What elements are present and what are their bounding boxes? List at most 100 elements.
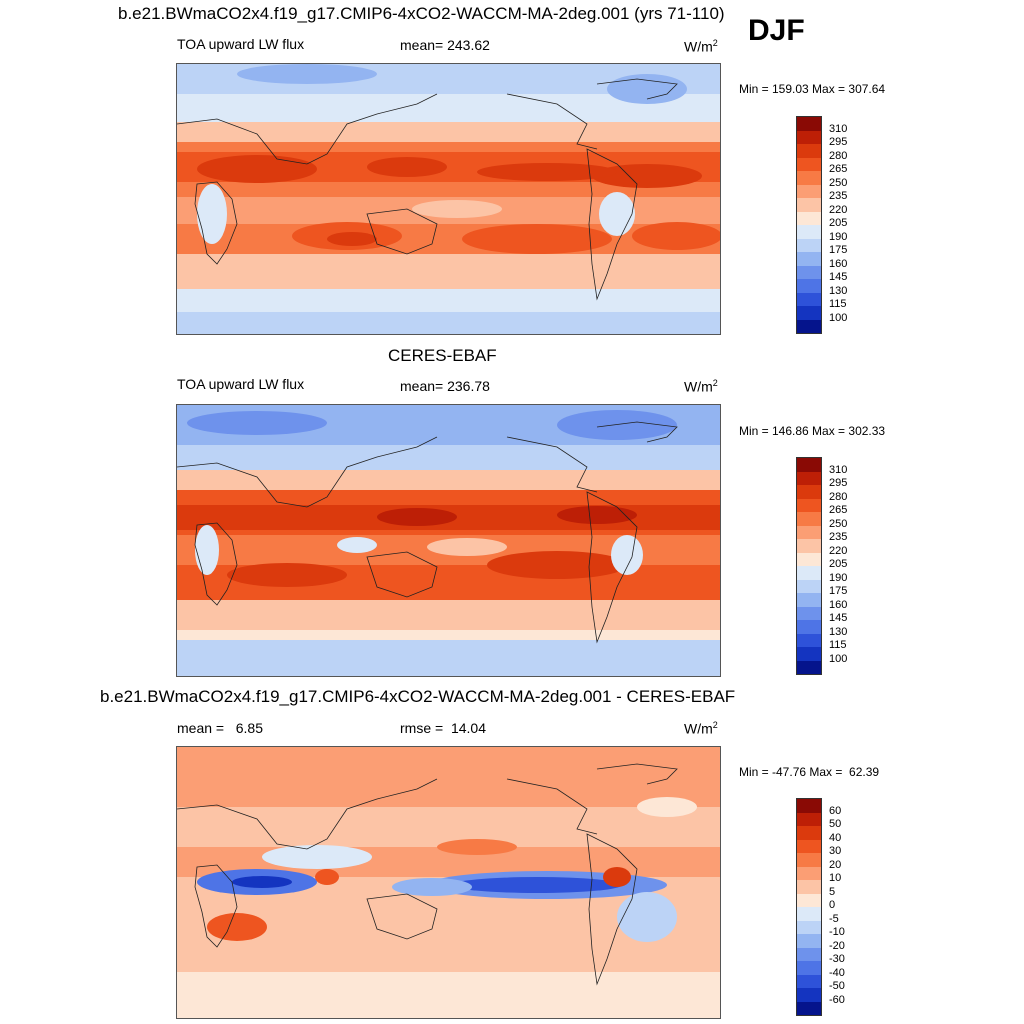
panel1-units: W/m2: [684, 38, 718, 55]
panel1-map: [176, 63, 721, 335]
colorbar-cell: [797, 920, 821, 934]
colorbar-cell: [797, 1001, 821, 1015]
colorbar-cell: [797, 839, 821, 853]
colorbar-tick-label: 205: [829, 558, 848, 570]
colorbar-tick-label: 115: [829, 639, 847, 651]
colorbar-cell: [797, 130, 821, 144]
colorbar-cell: [797, 620, 821, 634]
colorbar-cell: [797, 539, 821, 553]
colorbar-tick-label: 190: [829, 571, 848, 584]
colorbar-tick-label: 10: [829, 872, 842, 884]
panel3-minmax: Min = -47.76 Max = 62.39: [739, 765, 880, 779]
colorbar-tick-label: 265: [829, 163, 848, 175]
colorbar-cell: [797, 812, 821, 826]
colorbar-cell: [797, 306, 821, 320]
colorbar-cell: [797, 171, 821, 185]
colorbar-tick-label: 0: [829, 899, 836, 911]
colorbar-tick-label: 295: [829, 136, 848, 148]
colorbar-tick-label: 20: [829, 858, 842, 871]
panel3-title: b.e21.BWmaCO2x4.f19_g17.CMIP6-4xCO2-WACC…: [100, 687, 736, 706]
colorbar-cell: [797, 319, 821, 333]
colorbar-tick-label: 100: [829, 311, 848, 324]
panel2-map: [176, 404, 721, 677]
colorbar-tick-label: -20: [829, 939, 845, 952]
colorbar-cell: [797, 238, 821, 252]
colorbar-tick-label: 100: [829, 652, 848, 665]
colorbar-cell: [797, 552, 821, 566]
colorbar-cell: [797, 292, 821, 306]
colorbar-cell: [797, 471, 821, 485]
colorbar-tick-label: 130: [829, 284, 848, 297]
colorbar-cell: [797, 252, 821, 266]
panel3-rmse: rmse = 14.04: [400, 720, 486, 736]
panel3-units: W/m2: [684, 720, 718, 737]
colorbar-cell: [797, 512, 821, 526]
panel1-field-label: TOA upward LW flux: [177, 36, 305, 52]
colorbar-cell: [797, 988, 821, 1002]
colorbar-tick-label: 50: [829, 818, 842, 830]
colorbar-tick-label: 130: [829, 625, 848, 638]
panel3-map: [176, 746, 721, 1019]
colorbar-tick-label: -60: [829, 993, 845, 1006]
colorbar-tick-label: 145: [829, 271, 848, 283]
colorbar-tick-label: 160: [829, 257, 848, 270]
colorbar-tick-label: 250: [829, 517, 848, 530]
colorbar-tick-label: -30: [829, 953, 845, 965]
colorbar-tick-label: 205: [829, 217, 848, 229]
colorbar-cell: [797, 647, 821, 661]
colorbar-tick-label: 60: [829, 804, 842, 817]
panel1-minmax: Min = 159.03 Max = 307.64: [739, 82, 886, 96]
colorbar-cell: [797, 974, 821, 988]
colorbar-cell: [797, 893, 821, 907]
colorbar-cell: [797, 566, 821, 580]
panel1-colorbar: [796, 116, 822, 334]
colorbar-tick-label: 310: [829, 463, 848, 476]
colorbar-cell: [797, 144, 821, 158]
colorbar-cell: [797, 660, 821, 674]
colorbar-tick-label: 265: [829, 504, 848, 516]
colorbar-cell: [797, 961, 821, 975]
colorbar-cell: [797, 265, 821, 279]
season-label: DJF: [748, 14, 805, 47]
colorbar-cell: [797, 211, 821, 225]
colorbar-tick-label: 220: [829, 544, 848, 557]
colorbar-tick-label: -40: [829, 966, 845, 979]
colorbar-tick-label: -5: [829, 912, 839, 925]
colorbar-cell: [797, 579, 821, 593]
panel3-mean: mean = 6.85: [177, 720, 264, 736]
colorbar-cell: [797, 866, 821, 880]
colorbar-cell: [797, 485, 821, 499]
panel2-colorbar: [796, 457, 822, 675]
panel2-title: CERES-EBAF: [388, 346, 497, 365]
colorbar-cell: [797, 947, 821, 961]
colorbar-tick-label: 280: [829, 490, 848, 503]
colorbar-cell: [797, 880, 821, 894]
panel2-minmax: Min = 146.86 Max = 302.33: [739, 424, 886, 438]
colorbar-cell: [797, 826, 821, 840]
colorbar-tick-label: 235: [829, 531, 848, 543]
colorbar-tick-label: 175: [829, 585, 848, 597]
colorbar-tick-label: 310: [829, 122, 848, 135]
colorbar-cell: [797, 593, 821, 607]
colorbar-cell: [797, 907, 821, 921]
colorbar-tick-label: 145: [829, 612, 848, 624]
colorbar-tick-label: 250: [829, 176, 848, 189]
panel2-units: W/m2: [684, 378, 718, 395]
colorbar-tick-label: 190: [829, 230, 848, 243]
colorbar-cell: [797, 525, 821, 539]
colorbar-cell: [797, 198, 821, 212]
colorbar-tick-label: -10: [829, 926, 845, 938]
colorbar-cell: [797, 853, 821, 867]
colorbar-cell: [797, 934, 821, 948]
colorbar-tick-label: 40: [829, 831, 842, 844]
colorbar-tick-label: 30: [829, 845, 842, 857]
colorbar-cell: [797, 279, 821, 293]
panel1-title: b.e21.BWmaCO2x4.f19_g17.CMIP6-4xCO2-WACC…: [118, 4, 725, 23]
colorbar-tick-label: 280: [829, 149, 848, 162]
colorbar-tick-label: 5: [829, 885, 836, 898]
colorbar-tick-label: 160: [829, 598, 848, 611]
colorbar-cell: [797, 799, 821, 813]
colorbar-cell: [797, 184, 821, 198]
colorbar-tick-label: 220: [829, 203, 848, 216]
colorbar-tick-label: -50: [829, 980, 845, 992]
